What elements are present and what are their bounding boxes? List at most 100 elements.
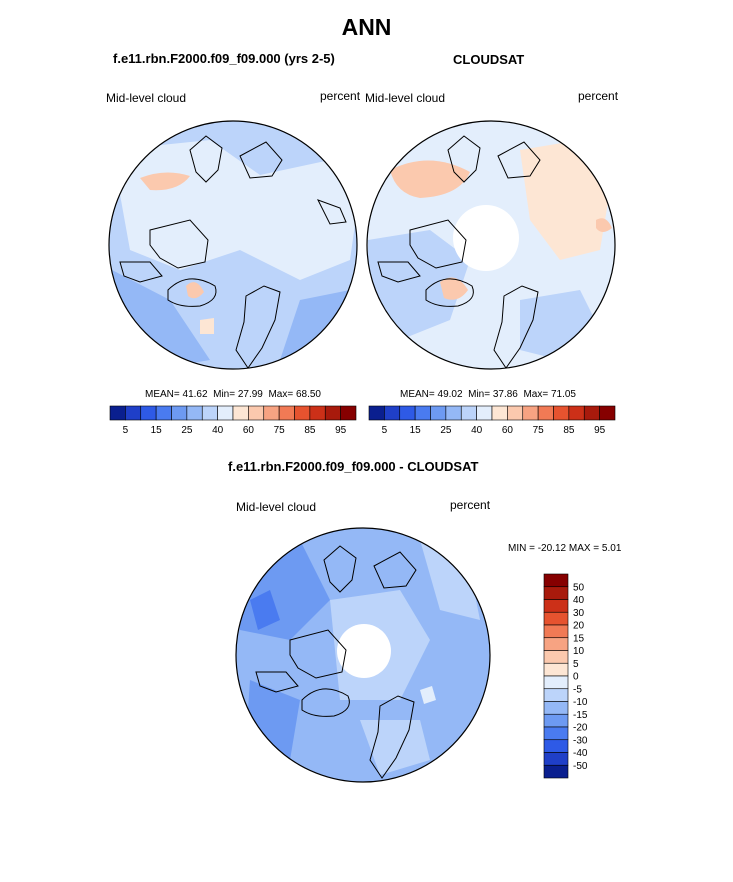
field-region-warm [140,172,190,191]
colorbar-tick-label: -10 [573,697,588,708]
colorbar-swatch [186,405,203,421]
colorbar-tick-label: 5 [382,425,388,436]
colorbar-tick-label: 5 [573,659,579,670]
colorbar-tick-label: -50 [573,761,588,772]
max-value: 71.05 [550,389,576,400]
colorbar-swatch [583,405,600,421]
coastline [235,285,281,369]
colorbar-swatch [232,405,249,421]
field-region-negative-strong [250,590,280,630]
panel-title-cloudsat: CLOUDSAT [453,52,525,67]
colorbar-tick-label: 40 [212,425,224,436]
colorbar-swatch [368,405,385,421]
colorbar-model: 5 15 25 40 60 75 85 95 [109,405,357,436]
colorbar-swatch [543,713,569,728]
coastline [497,141,541,179]
colorbar-swatch [278,405,295,421]
map-boundary [366,120,616,370]
colorbar-swatch [309,405,326,421]
field-region-warm [390,160,470,198]
colorbar-tick-label: 75 [274,425,286,436]
field-region-warm [186,282,204,299]
colorbar-tick-label: 75 [533,425,545,436]
colorbar-tick-label: 95 [594,425,606,436]
colorbar-swatch [460,405,477,421]
colorbar-swatch [248,405,265,421]
colorbar-tick-label: 25 [440,425,452,436]
max-label: Max= [268,389,294,400]
panel-units-difference: percent [450,498,491,512]
min-value: 37.86 [492,389,518,400]
coastline [255,671,299,693]
min-label: Min= [468,389,491,400]
colorbar-swatch [599,405,616,421]
colorbar-tick-label: 60 [243,425,255,436]
colorbar-tick-label: 40 [573,595,585,606]
colorbar-tick-label: 40 [471,425,483,436]
colorbar-swatch [217,405,234,421]
colorbar-tick-label: 10 [573,646,585,657]
map-boundary [108,120,358,370]
map-boundary [235,527,491,783]
missing-data-polar-cap [337,624,391,678]
colorbar-swatch [125,405,142,421]
colorbar-swatch [384,405,401,421]
colorbar-swatch [399,405,416,421]
colorbar-swatch [543,675,569,690]
colorbar-swatch [543,650,569,664]
colorbar-swatch [507,405,524,421]
colorbar-swatch [543,701,569,715]
coastline [425,278,474,307]
coastline [447,135,481,183]
colorbar-swatch [543,739,569,753]
colorbar-swatch [491,405,508,421]
coastline [409,219,467,269]
coastline [493,285,539,369]
colorbar-swatch [171,405,188,421]
colorbar-tick-label: -15 [573,710,588,721]
polar-map-difference [235,527,491,783]
coastline [316,199,347,225]
colorbar-swatch [476,405,493,421]
coastline [369,695,415,779]
colorbar-swatch [543,599,569,613]
colorbar-tick-label: -40 [573,748,588,759]
colorbar-swatch [543,611,569,626]
colorbar-tick-label: 5 [123,425,129,436]
coastline [377,261,421,283]
field-region-warm [200,318,214,334]
coastline [189,135,223,183]
minmax-difference: MIN = -20.12 MAX = 5.01 [508,543,622,554]
field-region-warm [596,218,612,232]
panel-title-model: f.e11.rbn.F2000.f09_f09.000 (yrs 2-5) [113,51,335,66]
colorbar-tick-label: 20 [573,621,585,632]
colorbar-tick-label: 25 [181,425,193,436]
panel-units-cloudsat: percent [578,89,619,103]
min-label: Min= [213,389,236,400]
field-region-warm [520,140,610,260]
colorbar-swatch [537,405,554,421]
max-label: Max= [523,389,549,400]
colorbar-swatch [543,726,569,741]
colorbar-swatch [543,764,569,779]
coastline [323,545,357,593]
colorbar-swatch [543,573,569,588]
colorbar-swatch [445,405,462,421]
polar-map-model [108,120,358,370]
colorbar-swatch [568,405,585,421]
colorbar-swatch [294,405,311,421]
colorbar-swatch [324,405,341,421]
mean-value: 49.02 [437,389,463,400]
colorbar-swatch [543,662,569,677]
colorbar-tick-label: 85 [563,425,575,436]
colorbar-tick-label: -30 [573,735,588,746]
colorbar-tick-label: 15 [151,425,163,436]
colorbar-swatch [543,637,569,651]
colorbar-swatch [522,405,539,421]
colorbar-tick-label: -20 [573,723,588,734]
colorbar-swatch [543,752,569,766]
polar-map-cloudsat [366,120,616,370]
colorbar-cloudsat: 5 15 25 40 60 75 85 95 [368,405,616,436]
